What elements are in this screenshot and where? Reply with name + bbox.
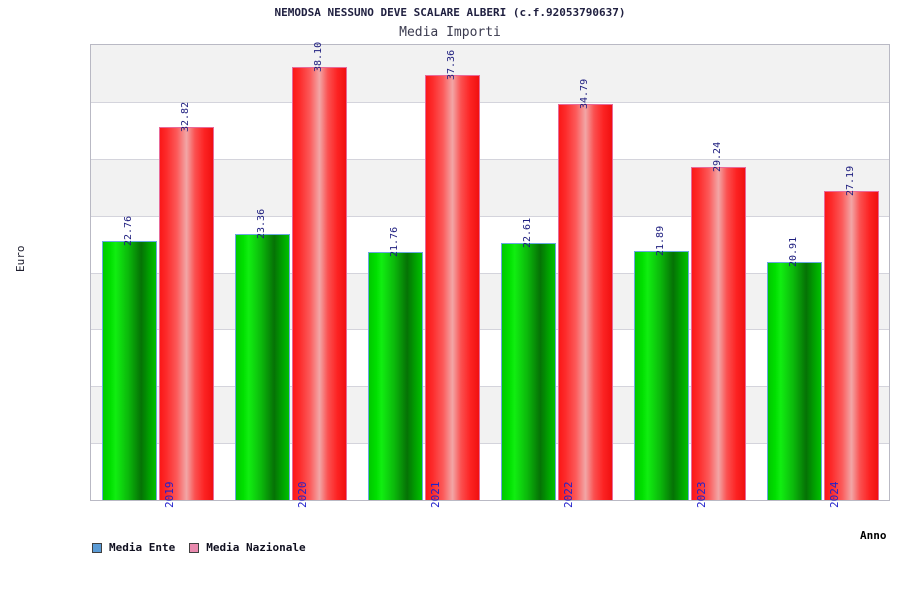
bar-value-label: 29.24 <box>712 142 723 173</box>
bar-value-label: 20.91 <box>788 237 799 268</box>
chart-subtitle: Media Importi <box>399 25 501 40</box>
x-tick-label: 2023 <box>694 481 708 509</box>
gridline <box>91 443 889 445</box>
chart-title: NEMODSA NESSUNO DEVE SCALARE ALBERI (c.f… <box>274 6 626 19</box>
legend-label: Media Ente <box>109 541 176 554</box>
bar-value-label: 38.10 <box>313 41 324 72</box>
bar-media-nazionale[interactable] <box>823 190 879 500</box>
gridline <box>91 158 889 160</box>
plot-band <box>91 272 889 330</box>
bar-value-label: 23.36 <box>256 209 267 240</box>
bar-value-label: 34.79 <box>579 79 590 110</box>
bar-value-label: 32.82 <box>180 101 191 132</box>
x-axis-title: Anno <box>860 529 887 542</box>
bar-media-nazionale[interactable] <box>291 66 347 500</box>
x-tick-label: 2019 <box>162 481 176 509</box>
chart-legend: Media Ente Media Nazionale <box>92 541 306 554</box>
gridline <box>91 386 889 388</box>
bar-media-ente[interactable] <box>766 262 822 500</box>
x-tick-label: 2022 <box>561 481 575 509</box>
plot-band <box>91 386 889 444</box>
legend-swatch-icon <box>189 542 200 553</box>
bar-media-ente[interactable] <box>367 252 423 500</box>
legend-label: Media Nazionale <box>206 541 306 554</box>
bar-media-nazionale[interactable] <box>424 75 480 500</box>
legend-item[interactable]: Media Nazionale <box>189 541 306 554</box>
bar-media-nazionale[interactable] <box>690 167 746 500</box>
x-tick-label: 2024 <box>827 481 841 509</box>
bar-value-label: 37.36 <box>446 49 457 81</box>
bar-value-label: 21.76 <box>389 227 400 258</box>
bar-value-label: 22.61 <box>522 217 533 248</box>
plot-area: 051015202530354022.7632.8223.3638.1021.7… <box>90 41 890 501</box>
x-tick-label: 2020 <box>295 481 309 509</box>
bar-media-ente[interactable] <box>633 251 689 500</box>
gridline <box>91 101 889 103</box>
legend-swatch-icon <box>92 542 102 553</box>
gridline <box>91 329 889 331</box>
gridline <box>91 215 889 217</box>
bar-media-ente[interactable] <box>500 242 556 500</box>
bar-media-ente[interactable] <box>234 234 290 500</box>
plot-band <box>91 45 889 102</box>
bar-media-nazionale[interactable] <box>158 126 214 500</box>
legend-item[interactable]: Media Ente <box>92 541 175 554</box>
bar-value-label: 21.89 <box>655 225 666 256</box>
bar-media-ente[interactable] <box>101 241 157 500</box>
gridline <box>91 272 889 274</box>
bar-value-label: 22.76 <box>123 215 134 247</box>
x-tick-label: 2021 <box>428 481 442 509</box>
plot-band <box>91 158 889 216</box>
bar-media-nazionale[interactable] <box>557 104 613 500</box>
bar-value-label: 27.19 <box>845 165 856 196</box>
y-axis-title: Euro <box>14 245 27 273</box>
